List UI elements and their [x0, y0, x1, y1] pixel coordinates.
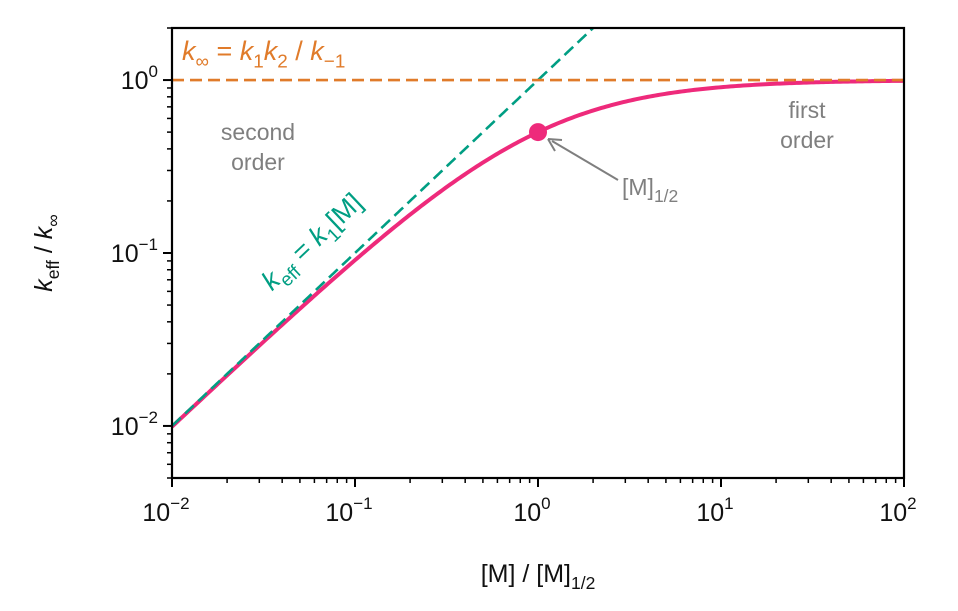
- k-inf-label-part: /: [288, 36, 311, 66]
- y-tick-label: 100: [121, 62, 158, 95]
- half-point-marker: [529, 123, 547, 142]
- k-inf-label: k∞ = k1k2 / k−1: [182, 36, 345, 73]
- k-inf-label-part: k: [310, 36, 325, 66]
- y-tick-exp: 0: [149, 62, 158, 81]
- y-tick-base: 10: [121, 67, 149, 95]
- x-tick-exp: 1: [724, 494, 733, 513]
- k-eff-label: keff = k1[M]: [256, 187, 373, 300]
- k-inf-label-part: =: [209, 36, 240, 66]
- y-axis-label-part: ∞: [43, 214, 63, 226]
- y-tick-label: 10−2: [111, 408, 158, 441]
- k-inf-label-part: ∞: [196, 52, 209, 73]
- k-inf-label-part: k: [264, 36, 279, 66]
- x-tick-exp: 2: [907, 494, 916, 513]
- x-tick-label: 10−2: [142, 494, 189, 527]
- first-order-label: order: [780, 127, 834, 153]
- m-half-label-part: 1/2: [654, 186, 678, 206]
- y-tick-exp: −1: [139, 235, 158, 254]
- y-axis-label-part: eff: [43, 260, 63, 279]
- y-tick-base: 10: [111, 240, 139, 268]
- k-inf-label-part: k: [240, 36, 255, 66]
- x-tick-base: 10: [513, 499, 541, 527]
- x-axis-label-part: [M] / [M]: [481, 560, 571, 588]
- x-tick-label: 10−1: [325, 494, 372, 527]
- series-low_pressure_limit: [172, 28, 594, 427]
- y-axis-label-part: k: [30, 278, 58, 292]
- x-tick-exp: −2: [170, 494, 189, 513]
- k-inf-label-part: −1: [324, 52, 346, 73]
- m-half-label-part: [M]: [622, 174, 654, 200]
- second-order-label: second: [221, 119, 295, 145]
- x-tick-label: 100: [513, 494, 550, 527]
- x-axis-label-part: 1/2: [571, 573, 595, 593]
- y-axis-label-part: k: [30, 225, 58, 239]
- y-tick-label: 10−1: [111, 235, 158, 268]
- y-tick-exp: −2: [139, 408, 158, 427]
- y-tick-base: 10: [111, 413, 139, 441]
- y-axis-label: keff / k∞: [30, 214, 63, 291]
- series-group: [172, 28, 904, 429]
- x-tick-base: 10: [879, 499, 907, 527]
- m-half-arrow: [551, 140, 619, 181]
- m-half-label: [M]1/2: [622, 174, 678, 206]
- x-tick-base: 10: [696, 499, 724, 527]
- x-tick-base: 10: [325, 499, 353, 527]
- k-inf-label-part: 1: [253, 52, 264, 73]
- first-order-label: first: [788, 97, 826, 123]
- y-axis-label-part: /: [30, 239, 58, 260]
- x-tick-label: 102: [879, 494, 916, 527]
- x-tick-exp: −1: [353, 494, 372, 513]
- second-order-label: order: [231, 149, 285, 175]
- x-tick-exp: 0: [541, 494, 550, 513]
- arrowhead-icon: [547, 138, 563, 152]
- x-axis-label: [M] / [M]1/2: [481, 560, 596, 593]
- k-inf-label-part: 2: [277, 52, 288, 73]
- x-tick-base: 10: [142, 499, 170, 527]
- x-tick-label: 101: [696, 494, 733, 527]
- k-inf-label-part: k: [182, 36, 197, 66]
